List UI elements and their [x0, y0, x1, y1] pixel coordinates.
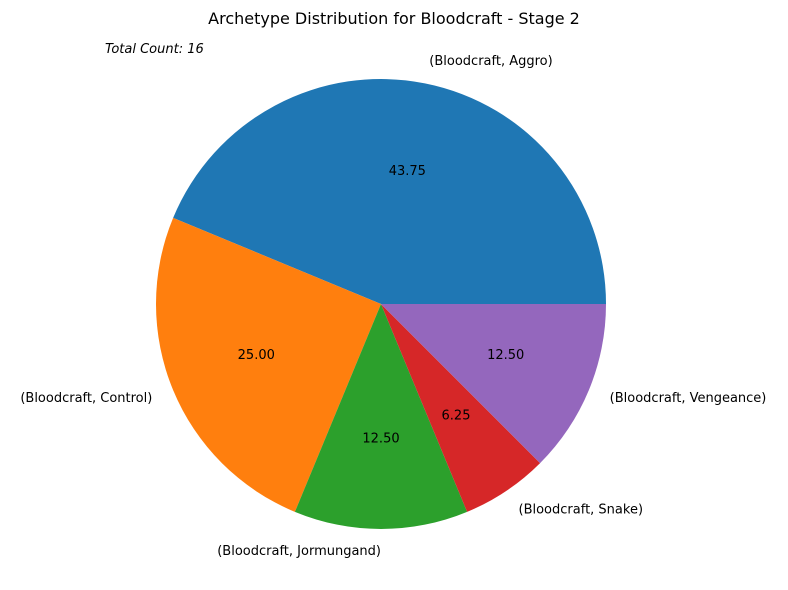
pct-label-control: 25.00 [238, 348, 275, 363]
slice-label-aggro: (Bloodcraft, Aggro) [429, 54, 552, 69]
pct-label-jormungand: 12.50 [362, 432, 399, 447]
pie-slice-control [155, 217, 381, 512]
slice-label-vengeance: (Bloodcraft, Vengeance) [610, 391, 767, 406]
slice-label-jormungand: (Bloodcraft, Jormungand) [217, 544, 381, 559]
pct-label-aggro: 43.75 [389, 164, 426, 179]
pie-slice-vengeance [381, 304, 606, 464]
pie-slice-aggro [173, 78, 606, 304]
chart-title: Archetype Distribution for Bloodcraft - … [208, 9, 580, 28]
pie-slice-jormungand [294, 304, 468, 529]
pct-label-vengeance: 12.50 [487, 348, 524, 363]
slice-label-control: (Bloodcraft, Control) [20, 391, 152, 406]
pct-label-snake: 6.25 [442, 409, 471, 424]
slice-label-snake: (Bloodcraft, Snake) [519, 502, 644, 517]
pie-slices [155, 78, 606, 529]
total-count-annotation: Total Count: 16 [105, 42, 204, 57]
pie-slice-snake [381, 304, 541, 512]
pie-labels: (Bloodcraft, Aggro) 43.75 (Bloodcraft, Con… [20, 54, 766, 559]
